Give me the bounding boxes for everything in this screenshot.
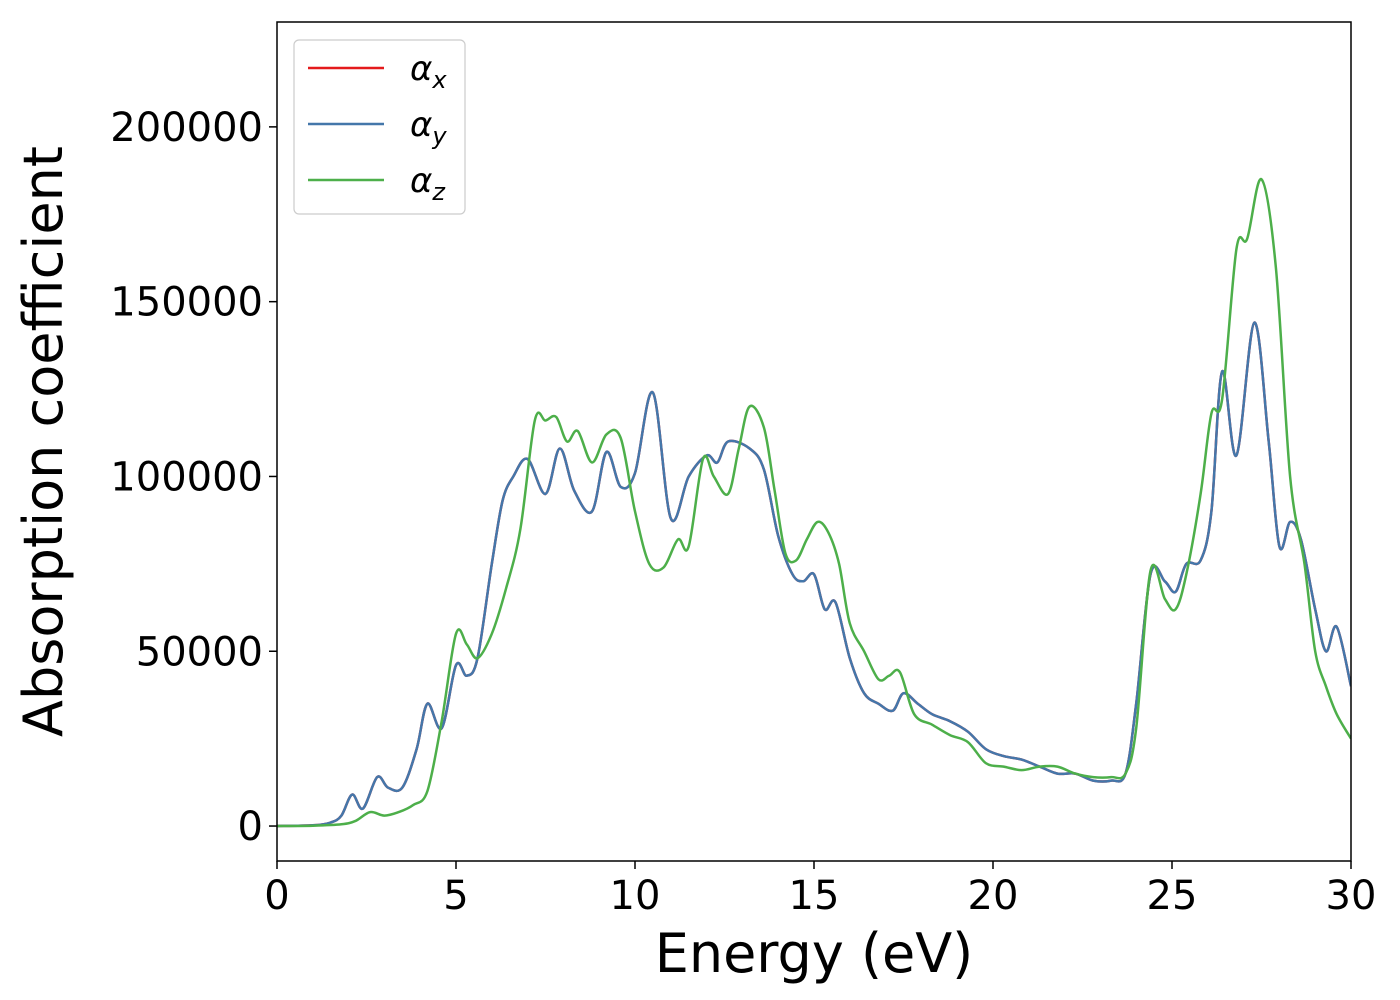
y-tick-label: 150000 [110, 280, 263, 326]
y-tick-label: 0 [238, 804, 263, 850]
x-tick-label: 15 [789, 873, 840, 919]
legend-label-z: αz [410, 161, 446, 206]
y-tick-label: 50000 [136, 629, 263, 675]
legend-box [293, 39, 466, 215]
y-axis-label: Absorption coefficient [12, 146, 75, 737]
x-tick-label: 30 [1326, 873, 1377, 919]
series-line-y [277, 321, 1351, 828]
y-tick-label: 100000 [110, 454, 263, 500]
x-tick-label: 10 [610, 873, 661, 919]
x-tick-label: 20 [968, 873, 1019, 919]
x-axis-label: Energy (eV) [655, 922, 974, 985]
y-axis-ticks: 0 50000 100000 150000 200000 [110, 105, 277, 850]
plot-lines [277, 178, 1351, 828]
x-tick-label: 0 [264, 873, 289, 919]
x-tick-label: 5 [443, 873, 468, 919]
y-tick-label: 200000 [110, 105, 263, 151]
series-line-z [277, 178, 1351, 828]
x-axis-ticks: 0 5 10 15 20 25 30 [264, 861, 1376, 919]
x-tick-label: 25 [1147, 873, 1198, 919]
